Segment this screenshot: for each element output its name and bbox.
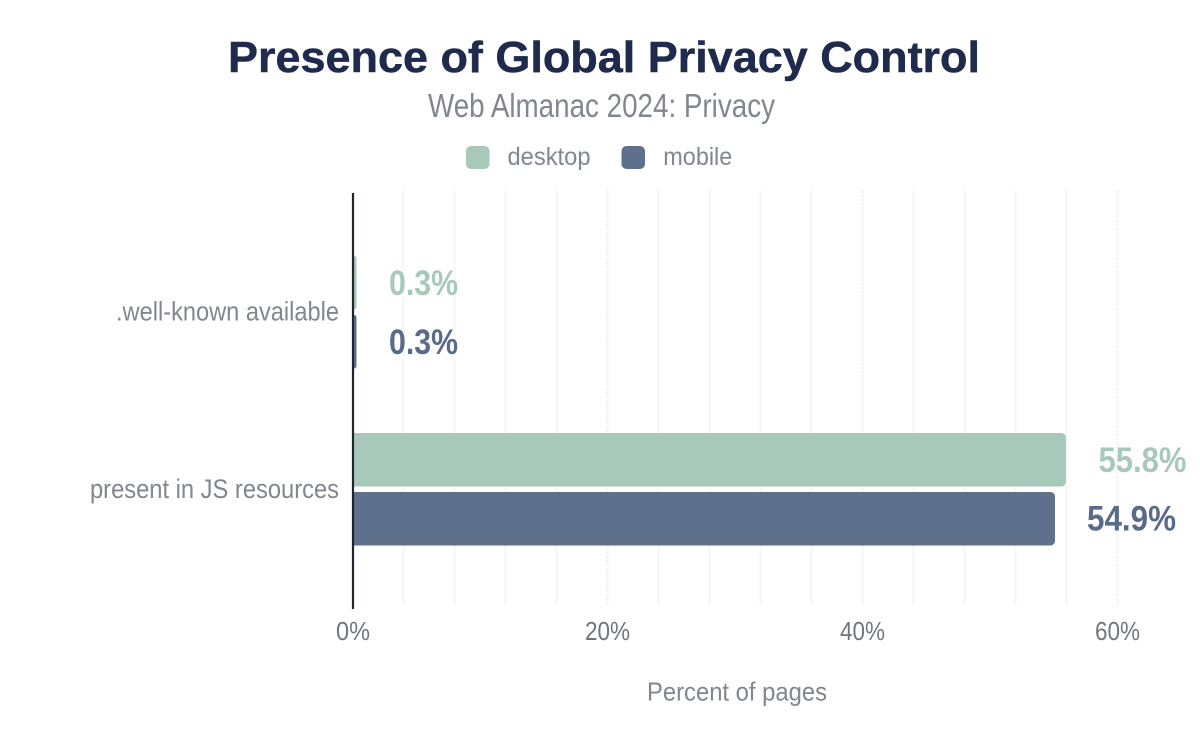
svg-text:0.3%: 0.3% (389, 323, 458, 362)
svg-text:60%: 60% (1095, 618, 1140, 646)
svg-text:40%: 40% (840, 618, 885, 646)
svg-text:present in JS resources: present in JS resources (90, 474, 339, 504)
svg-text:54.9%: 54.9% (1087, 500, 1176, 539)
svg-text:0.3%: 0.3% (389, 264, 458, 303)
svg-text:mobile: mobile (663, 143, 732, 171)
svg-text:Presence of Global Privacy Con: Presence of Global Privacy Control (228, 33, 980, 82)
svg-text:55.8%: 55.8% (1099, 441, 1187, 480)
svg-text:desktop: desktop (508, 143, 591, 171)
svg-text:.well-known available: .well-known available (116, 297, 339, 327)
svg-text:20%: 20% (585, 618, 630, 646)
svg-text:0%: 0% (336, 618, 370, 646)
svg-text:Percent of pages: Percent of pages (647, 676, 827, 706)
svg-text:Web Almanac 2024: Privacy: Web Almanac 2024: Privacy (428, 87, 775, 124)
